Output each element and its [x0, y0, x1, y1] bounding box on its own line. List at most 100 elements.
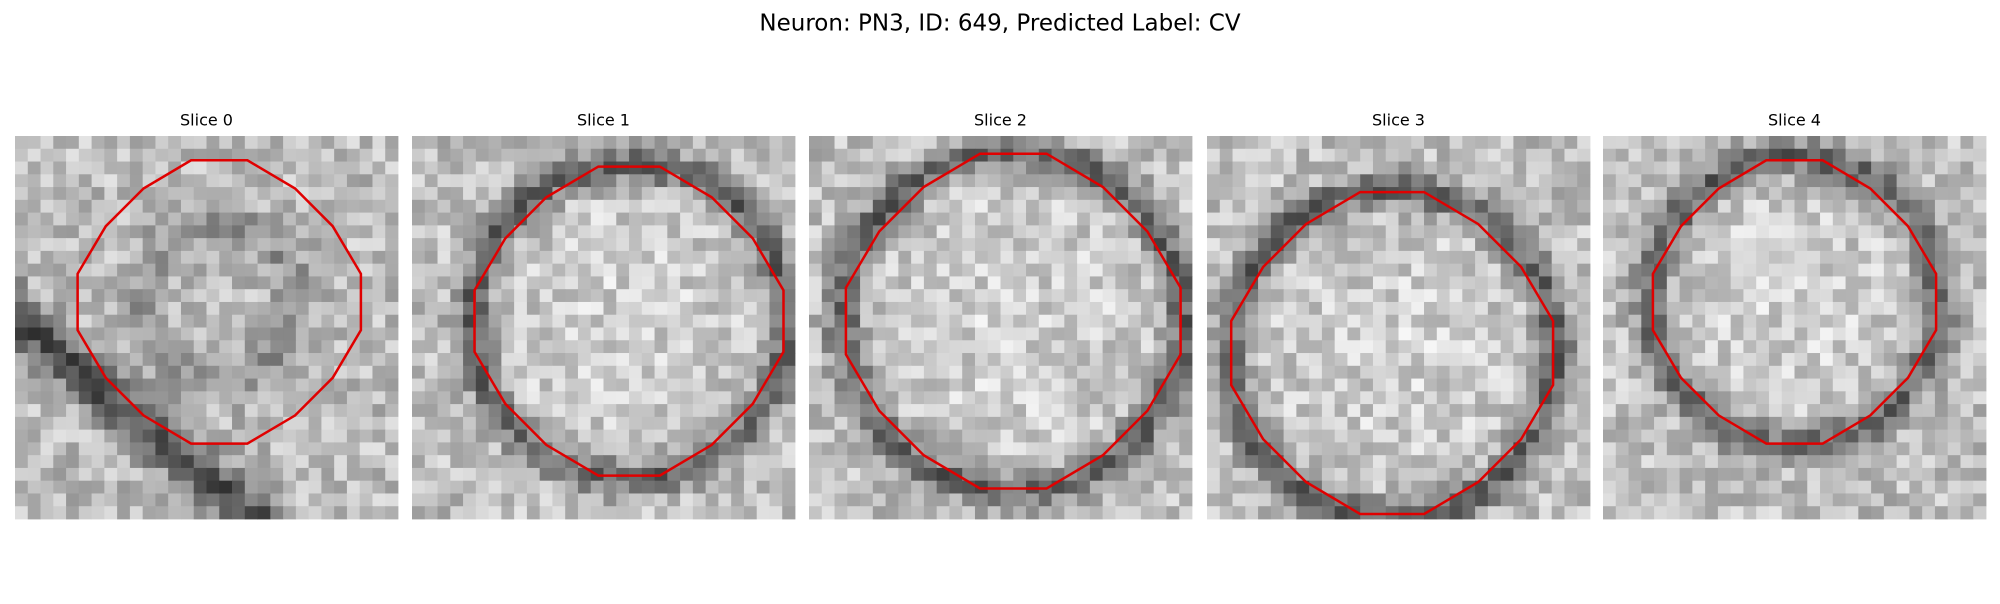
pixel: [1820, 174, 1834, 188]
pixel: [1538, 148, 1553, 162]
pixel: [295, 378, 310, 392]
pixel: [1309, 136, 1323, 150]
pixel: [1934, 404, 1949, 418]
pixel: [577, 467, 592, 482]
pixel: [821, 250, 835, 265]
pixel: [1258, 416, 1272, 431]
pixel: [654, 276, 668, 290]
pixel: [1179, 199, 1193, 213]
pixel: [1500, 289, 1514, 303]
pixel: [731, 340, 745, 354]
pixel: [1845, 187, 1859, 201]
pixel: [1140, 161, 1155, 175]
pixel: [885, 327, 899, 341]
pixel: [1564, 136, 1578, 150]
pixel: [283, 187, 297, 201]
pixel: [936, 136, 950, 150]
pixel: [385, 199, 399, 213]
pixel: [1013, 429, 1027, 443]
pixel: [412, 467, 426, 482]
pixel: [539, 136, 553, 150]
pixel: [1064, 212, 1078, 226]
pixel: [1232, 327, 1246, 341]
pixel: [1730, 148, 1744, 162]
pixel: [40, 225, 54, 239]
pixel: [359, 442, 373, 456]
pixel: [514, 174, 528, 188]
pixel: [603, 455, 617, 469]
pixel: [1526, 136, 1540, 150]
pixel: [514, 148, 528, 162]
pixel: [66, 416, 80, 431]
pixel: [1089, 365, 1104, 379]
pixel: [40, 174, 54, 188]
pixel: [641, 480, 655, 494]
pixel: [1654, 455, 1668, 469]
pixel: [1140, 301, 1155, 316]
pixel: [488, 493, 502, 507]
pixel: [1270, 340, 1284, 354]
pixel: [847, 301, 861, 316]
pixel: [1000, 314, 1014, 328]
pixel: [603, 391, 617, 405]
pixel: [1845, 148, 1859, 162]
pixel: [1909, 238, 1923, 252]
pixel: [1296, 199, 1310, 213]
pixel: [577, 289, 592, 303]
pixel: [1321, 250, 1336, 265]
pixel: [27, 340, 41, 354]
pixel: [15, 301, 29, 316]
pixel: [1102, 353, 1116, 367]
pixel: [1077, 429, 1091, 443]
pixel: [1947, 136, 1961, 150]
pixel: [1871, 429, 1885, 443]
pixel: [552, 289, 566, 303]
pixel: [936, 161, 950, 175]
pixel: [1934, 429, 1949, 443]
pixel: [15, 455, 29, 469]
pixel: [1768, 353, 1783, 367]
pixel: [885, 289, 899, 303]
pixel: [1679, 289, 1693, 303]
pixel: [1845, 225, 1859, 239]
pixel: [1909, 212, 1923, 226]
pixel: [514, 391, 528, 405]
pixel: [629, 442, 643, 456]
pixel: [962, 493, 976, 507]
pixel: [1000, 353, 1014, 367]
pixel: [1654, 429, 1668, 443]
pixel: [1487, 187, 1502, 201]
pixel: [1360, 314, 1374, 328]
pixel: [1679, 455, 1693, 469]
pixel: [1922, 404, 1936, 418]
pixel: [885, 480, 899, 494]
pixel: [552, 136, 566, 150]
pixel: [1207, 301, 1221, 316]
pixel: [1743, 480, 1757, 494]
pixel: [1245, 480, 1259, 494]
pixel: [1372, 301, 1387, 316]
pixel: [1654, 136, 1668, 150]
pixel: [1500, 148, 1514, 162]
pixel: [718, 212, 732, 226]
pixel: [616, 493, 630, 507]
pixel: [743, 161, 758, 175]
pixel: [1960, 238, 1974, 252]
pixel: [1564, 493, 1578, 507]
pixel: [155, 391, 169, 405]
pixel: [66, 174, 80, 188]
pixel: [1347, 327, 1361, 341]
pixel: [1896, 327, 1910, 341]
pixel: [1666, 353, 1680, 367]
pixel: [270, 187, 284, 201]
pixel: [1960, 429, 1974, 443]
pixel: [219, 276, 233, 290]
pixel: [437, 289, 451, 303]
pixel: [1232, 365, 1246, 379]
pixel: [1615, 455, 1629, 469]
pixel: [321, 493, 335, 507]
pixel: [1654, 148, 1668, 162]
pixel: [834, 199, 848, 213]
pixel: [142, 148, 156, 162]
pixel: [1692, 493, 1706, 507]
